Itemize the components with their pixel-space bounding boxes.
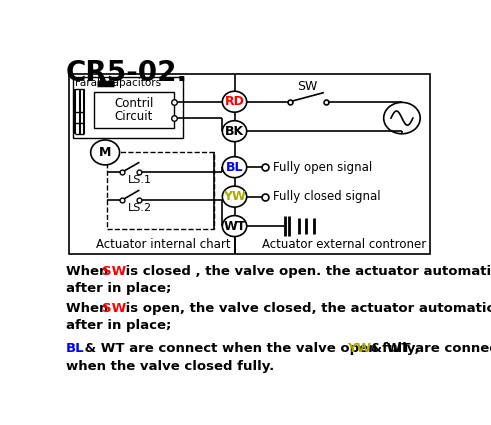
Text: when the valve closed fully.: when the valve closed fully. — [66, 360, 274, 373]
Text: SW: SW — [298, 79, 318, 93]
Text: Actuator external controner: Actuator external controner — [262, 238, 426, 251]
Text: is open, the valve closed, the actuator automatically power off: is open, the valve closed, the actuator … — [121, 302, 491, 315]
Text: SW: SW — [102, 265, 127, 278]
Bar — [94, 92, 174, 128]
Bar — [107, 153, 214, 230]
Text: & WT are connect: & WT are connect — [366, 342, 491, 354]
Text: BL: BL — [66, 342, 84, 354]
Text: RD: RD — [224, 95, 245, 108]
Text: CR5-02.: CR5-02. — [65, 59, 187, 87]
Text: Farah capacitors: Farah capacitors — [75, 78, 161, 88]
Text: When: When — [66, 265, 113, 278]
Text: BL: BL — [226, 161, 243, 174]
Text: When: When — [66, 302, 113, 315]
Text: Fully closed signal: Fully closed signal — [273, 190, 381, 203]
Text: after in place;: after in place; — [66, 319, 171, 332]
Text: WT: WT — [223, 220, 246, 232]
Text: is closed , the valve open. the actuator automatically power off: is closed , the valve open. the actuator… — [121, 265, 491, 278]
Text: M: M — [99, 146, 111, 159]
Bar — [69, 74, 431, 254]
Text: LS.1: LS.1 — [128, 176, 152, 185]
Circle shape — [222, 91, 246, 112]
Text: Actuator internal chart: Actuator internal chart — [96, 238, 230, 251]
Text: BK: BK — [225, 125, 244, 138]
Bar — [73, 77, 183, 138]
Text: after in place;: after in place; — [66, 282, 171, 295]
Text: Circuit: Circuit — [114, 110, 153, 123]
Text: YW: YW — [223, 190, 246, 203]
Circle shape — [222, 121, 246, 142]
Text: Fully open signal: Fully open signal — [273, 161, 373, 174]
Circle shape — [222, 186, 246, 207]
Text: LS.2: LS.2 — [128, 203, 152, 213]
Circle shape — [222, 157, 246, 178]
Text: SW: SW — [102, 302, 127, 315]
Text: YW: YW — [347, 342, 371, 354]
Text: & WT are connect when the valve open fully,: & WT are connect when the valve open ful… — [81, 342, 425, 354]
Text: Contril: Contril — [114, 97, 153, 110]
Circle shape — [91, 140, 120, 165]
Circle shape — [222, 215, 246, 237]
